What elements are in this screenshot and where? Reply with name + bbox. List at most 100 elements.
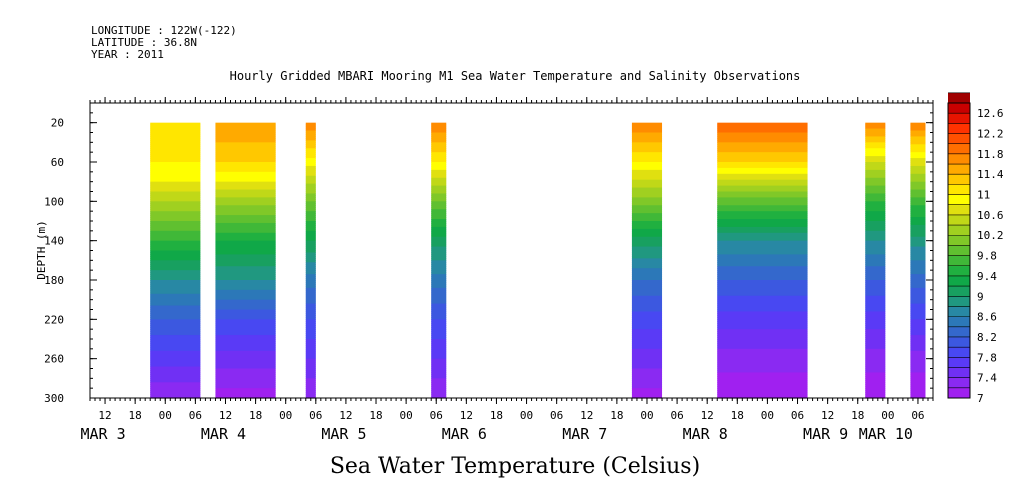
temperature-cell: [865, 301, 886, 305]
temperature-cell: [910, 126, 926, 130]
temperature-cell: [910, 219, 926, 222]
temperature-cell: [431, 211, 447, 214]
temperature-cell: [305, 232, 316, 236]
temperature-cell: [717, 213, 808, 216]
temperature-cell: [717, 299, 808, 303]
temperature-cell: [717, 224, 808, 228]
temperature-cell: [215, 140, 276, 143]
temperature-cell: [215, 364, 276, 368]
temperature-cell: [865, 276, 886, 279]
temperature-cell: [305, 346, 316, 350]
temperature-cell: [150, 236, 201, 240]
data-segment: [865, 122, 886, 399]
temperature-cell: [431, 323, 447, 326]
temperature-cell: [631, 276, 663, 279]
temperature-cell: [717, 311, 808, 315]
temperature-cell: [865, 224, 886, 228]
temperature-cell: [865, 366, 886, 370]
temperature-cell: [910, 226, 926, 230]
temperature-cell: [215, 130, 276, 134]
temperature-cell: [215, 142, 276, 145]
temperature-cell: [717, 193, 808, 197]
temperature-cell: [150, 248, 201, 252]
temperature-cell: [865, 152, 886, 155]
temperature-cell: [717, 362, 808, 366]
temperature-cell: [717, 281, 808, 285]
temperature-cell: [150, 352, 201, 356]
temperature-cell: [150, 356, 201, 360]
temperature-cell: [631, 140, 663, 143]
colorbar-swatch: [948, 133, 970, 145]
temperature-cell: [865, 171, 886, 175]
temperature-cell: [150, 299, 201, 303]
temperature-cell: [910, 156, 926, 159]
temperature-cell: [215, 289, 276, 293]
temperature-cell: [631, 299, 663, 303]
temperature-cell: [631, 380, 663, 383]
x-tick-label: 18: [249, 409, 262, 422]
temperature-cell: [631, 156, 663, 159]
temperature-cell: [717, 372, 808, 375]
temperature-cell: [215, 262, 276, 265]
temperature-cell: [865, 177, 886, 181]
temperature-cell: [910, 313, 926, 316]
temperature-cell: [910, 311, 926, 315]
temperature-cell: [631, 313, 663, 316]
temperature-cell: [717, 195, 808, 198]
temperature-cell: [910, 163, 926, 167]
temperature-cell: [717, 163, 808, 167]
temperature-cell: [305, 215, 316, 218]
temperature-cell: [431, 392, 447, 395]
temperature-cell: [431, 254, 447, 257]
temperature-cell: [631, 386, 663, 389]
temperature-cell: [910, 150, 926, 153]
temperature-cell: [150, 252, 201, 256]
temperature-cell: [631, 372, 663, 375]
temperature-cell: [631, 122, 663, 126]
temperature-cell: [215, 354, 276, 358]
colorbar-swatch: [948, 194, 970, 206]
temperature-cell: [865, 187, 886, 191]
temperature-cell: [631, 319, 663, 322]
temperature-cell: [431, 256, 447, 259]
temperature-cell: [631, 358, 663, 362]
temperature-cell: [431, 189, 447, 193]
temperature-cell: [717, 191, 808, 195]
temperature-cell: [215, 162, 276, 165]
temperature-cell: [910, 388, 926, 391]
temperature-cell: [305, 224, 316, 228]
temperature-cell: [431, 362, 447, 366]
temperature-cell: [431, 132, 447, 136]
temperature-cell: [910, 264, 926, 267]
temperature-cell: [631, 274, 663, 277]
temperature-cell: [717, 313, 808, 316]
temperature-cell: [215, 132, 276, 136]
temperature-cell: [865, 201, 886, 204]
temperature-cell: [910, 250, 926, 254]
temperature-cell: [150, 270, 201, 273]
temperature-cell: [865, 217, 886, 220]
temperature-cell: [215, 356, 276, 360]
temperature-cell: [305, 195, 316, 198]
temperature-cell: [305, 242, 316, 246]
temperature-cell: [910, 380, 926, 383]
temperature-cell: [865, 173, 886, 177]
temperature-cell: [865, 280, 886, 283]
temperature-cell: [150, 388, 201, 391]
temperature-cell: [717, 303, 808, 307]
colorbar-label: 7.8: [977, 351, 997, 364]
x-tick-label: 00: [520, 409, 533, 422]
temperature-cell: [305, 238, 316, 242]
year-label: YEAR : 2011: [91, 48, 164, 61]
temperature-cell: [717, 366, 808, 370]
temperature-cell: [150, 128, 201, 132]
temperature-cell: [717, 360, 808, 364]
temperature-cell: [717, 327, 808, 330]
temperature-cell: [631, 307, 663, 311]
temperature-cell: [431, 136, 447, 139]
temperature-cell: [910, 222, 926, 226]
temperature-cell: [631, 163, 663, 167]
temperature-cell: [865, 169, 886, 173]
temperature-cell: [631, 230, 663, 234]
temperature-cell: [215, 274, 276, 277]
